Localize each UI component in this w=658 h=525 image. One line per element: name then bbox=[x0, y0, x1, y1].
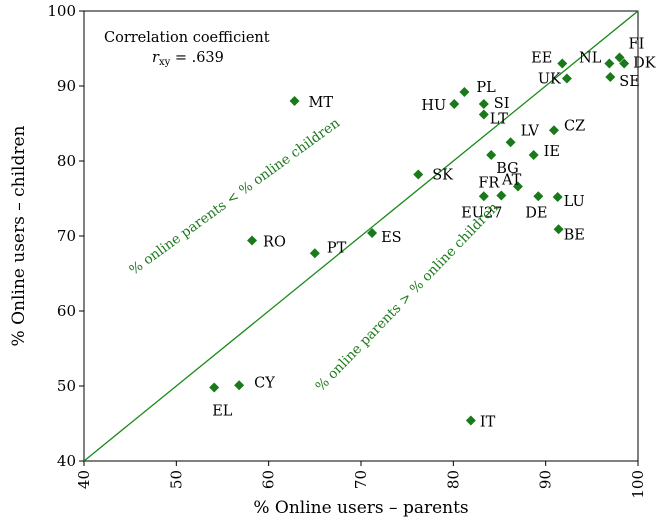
y-tick-label: 100 bbox=[47, 2, 76, 20]
x-axis-title: % Online users – parents bbox=[253, 498, 468, 518]
point-label-fr: FR bbox=[478, 176, 500, 192]
point-be bbox=[553, 224, 564, 235]
point-label-uk: UK bbox=[538, 72, 562, 88]
x-tick-label: 40 bbox=[75, 470, 93, 489]
y-tick-label: 90 bbox=[57, 77, 76, 95]
point-lt bbox=[478, 109, 489, 120]
point-bg bbox=[486, 150, 497, 160]
point-nl bbox=[604, 58, 615, 69]
point-pl bbox=[459, 87, 470, 97]
y-tick-label: 70 bbox=[57, 227, 76, 245]
point-fi bbox=[614, 52, 625, 63]
annotation-line1: Correlation coefficient bbox=[104, 30, 270, 46]
point-label-bg: BG bbox=[496, 161, 519, 177]
point-si bbox=[478, 99, 489, 109]
point-label-dk: DK bbox=[633, 56, 657, 72]
point-cy bbox=[234, 380, 245, 391]
point-cz bbox=[548, 125, 559, 136]
point-ie bbox=[528, 150, 539, 160]
point-hu bbox=[449, 99, 460, 109]
point-ee bbox=[557, 58, 568, 69]
point-es bbox=[367, 228, 378, 238]
reference-line bbox=[83, 10, 639, 462]
point-eu27 bbox=[478, 191, 489, 202]
point-it bbox=[465, 415, 476, 426]
point-ro bbox=[247, 235, 258, 246]
x-tick-label: 90 bbox=[537, 470, 555, 489]
point-label-ee: EE bbox=[531, 51, 552, 67]
y-tick-label: 60 bbox=[57, 302, 76, 320]
annotation-sub: xy bbox=[159, 57, 171, 68]
point-label-it: IT bbox=[480, 415, 496, 431]
point-label-es: ES bbox=[381, 230, 402, 246]
x-tick-label: 70 bbox=[352, 470, 370, 489]
correlation-annotation: Correlation coefficient rxy = .639 bbox=[104, 30, 270, 68]
y-tick-label: 80 bbox=[57, 152, 76, 170]
point-label-pl: PL bbox=[476, 80, 496, 96]
annotation-value: = .639 bbox=[170, 50, 224, 66]
point-label-ie: IE bbox=[544, 144, 560, 160]
x-tick-label: 80 bbox=[444, 470, 462, 489]
point-label-mt: MT bbox=[309, 95, 334, 111]
point-label-nl: NL bbox=[579, 51, 602, 67]
point-dk bbox=[619, 58, 630, 69]
point-pt bbox=[309, 248, 320, 259]
point-label-be: BE bbox=[564, 227, 585, 243]
point-label-sk: SK bbox=[432, 168, 454, 184]
point-se bbox=[605, 72, 616, 82]
y-tick-label: 50 bbox=[57, 377, 76, 395]
x-tick-label: 60 bbox=[260, 470, 278, 489]
point-label-cz: CZ bbox=[564, 118, 585, 134]
point-de bbox=[533, 191, 544, 202]
y-axis-title: % Online users – children bbox=[9, 125, 29, 346]
point-label-cy: CY bbox=[254, 375, 275, 391]
point-label-se: SE bbox=[619, 74, 640, 90]
x-tick-label: 50 bbox=[167, 470, 185, 489]
point-fr bbox=[496, 190, 507, 201]
y-tick-label: 40 bbox=[57, 452, 76, 470]
point-label-lt: LT bbox=[490, 112, 508, 128]
point-label-hu: HU bbox=[421, 98, 446, 114]
point-label-de: DE bbox=[525, 205, 547, 221]
point-label-lu: LU bbox=[564, 194, 585, 210]
reference-line-group bbox=[83, 10, 639, 462]
point-label-si: SI bbox=[494, 96, 510, 112]
point-sk bbox=[413, 169, 424, 180]
annotation-r: r bbox=[152, 50, 160, 66]
data-points bbox=[209, 52, 630, 426]
point-label-pt: PT bbox=[327, 240, 347, 256]
point-lv bbox=[505, 137, 516, 148]
point-label-at: AT bbox=[501, 173, 522, 189]
point-uk bbox=[561, 73, 572, 84]
point-label-eu27: EU27 bbox=[461, 205, 502, 221]
x-tick-label: 100 bbox=[629, 470, 647, 499]
point-lu bbox=[552, 192, 563, 202]
annotation-line2: rxy = .639 bbox=[152, 50, 224, 68]
point-label-el: EL bbox=[212, 404, 233, 420]
point-label-fi: FI bbox=[629, 37, 645, 53]
point-label-ro: RO bbox=[263, 235, 286, 251]
point-at bbox=[512, 181, 523, 192]
region-label-lower: % online parents > % online children bbox=[313, 199, 502, 394]
point-mt bbox=[289, 96, 300, 106]
point-el bbox=[209, 382, 220, 393]
point-label-lv: LV bbox=[521, 123, 540, 139]
axis-ticks: 40 50 60 70 80 90 100 40 50 60 70 80 90 100 bbox=[47, 2, 647, 499]
